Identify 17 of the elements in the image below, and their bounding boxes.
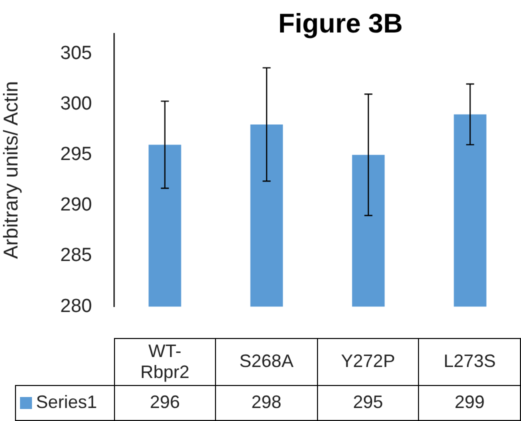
y-tick-label: 290 xyxy=(60,194,92,216)
y-axis-title: Arbitrary units/ Actin xyxy=(0,81,23,259)
data-label: 296 xyxy=(114,385,216,420)
legend-label: Series1 xyxy=(16,385,114,420)
chart-title: Figure 3B xyxy=(278,8,403,38)
x-tick-label: S268A xyxy=(239,351,294,372)
y-tick-label: 285 xyxy=(60,245,92,266)
x-tick-label: Y272P xyxy=(341,351,396,372)
x-tick-label: L273S xyxy=(444,351,496,372)
y-tick-label: 295 xyxy=(60,144,92,166)
y-tick-label: 300 xyxy=(60,93,92,114)
data-label: 298 xyxy=(216,385,318,420)
y-tick-label: 280 xyxy=(60,296,92,317)
y-tick-label: 305 xyxy=(60,42,92,64)
x-tick-label: WT-Rbpr2 xyxy=(139,340,190,383)
data-label: 295 xyxy=(317,385,419,420)
data-label: 299 xyxy=(418,385,520,420)
